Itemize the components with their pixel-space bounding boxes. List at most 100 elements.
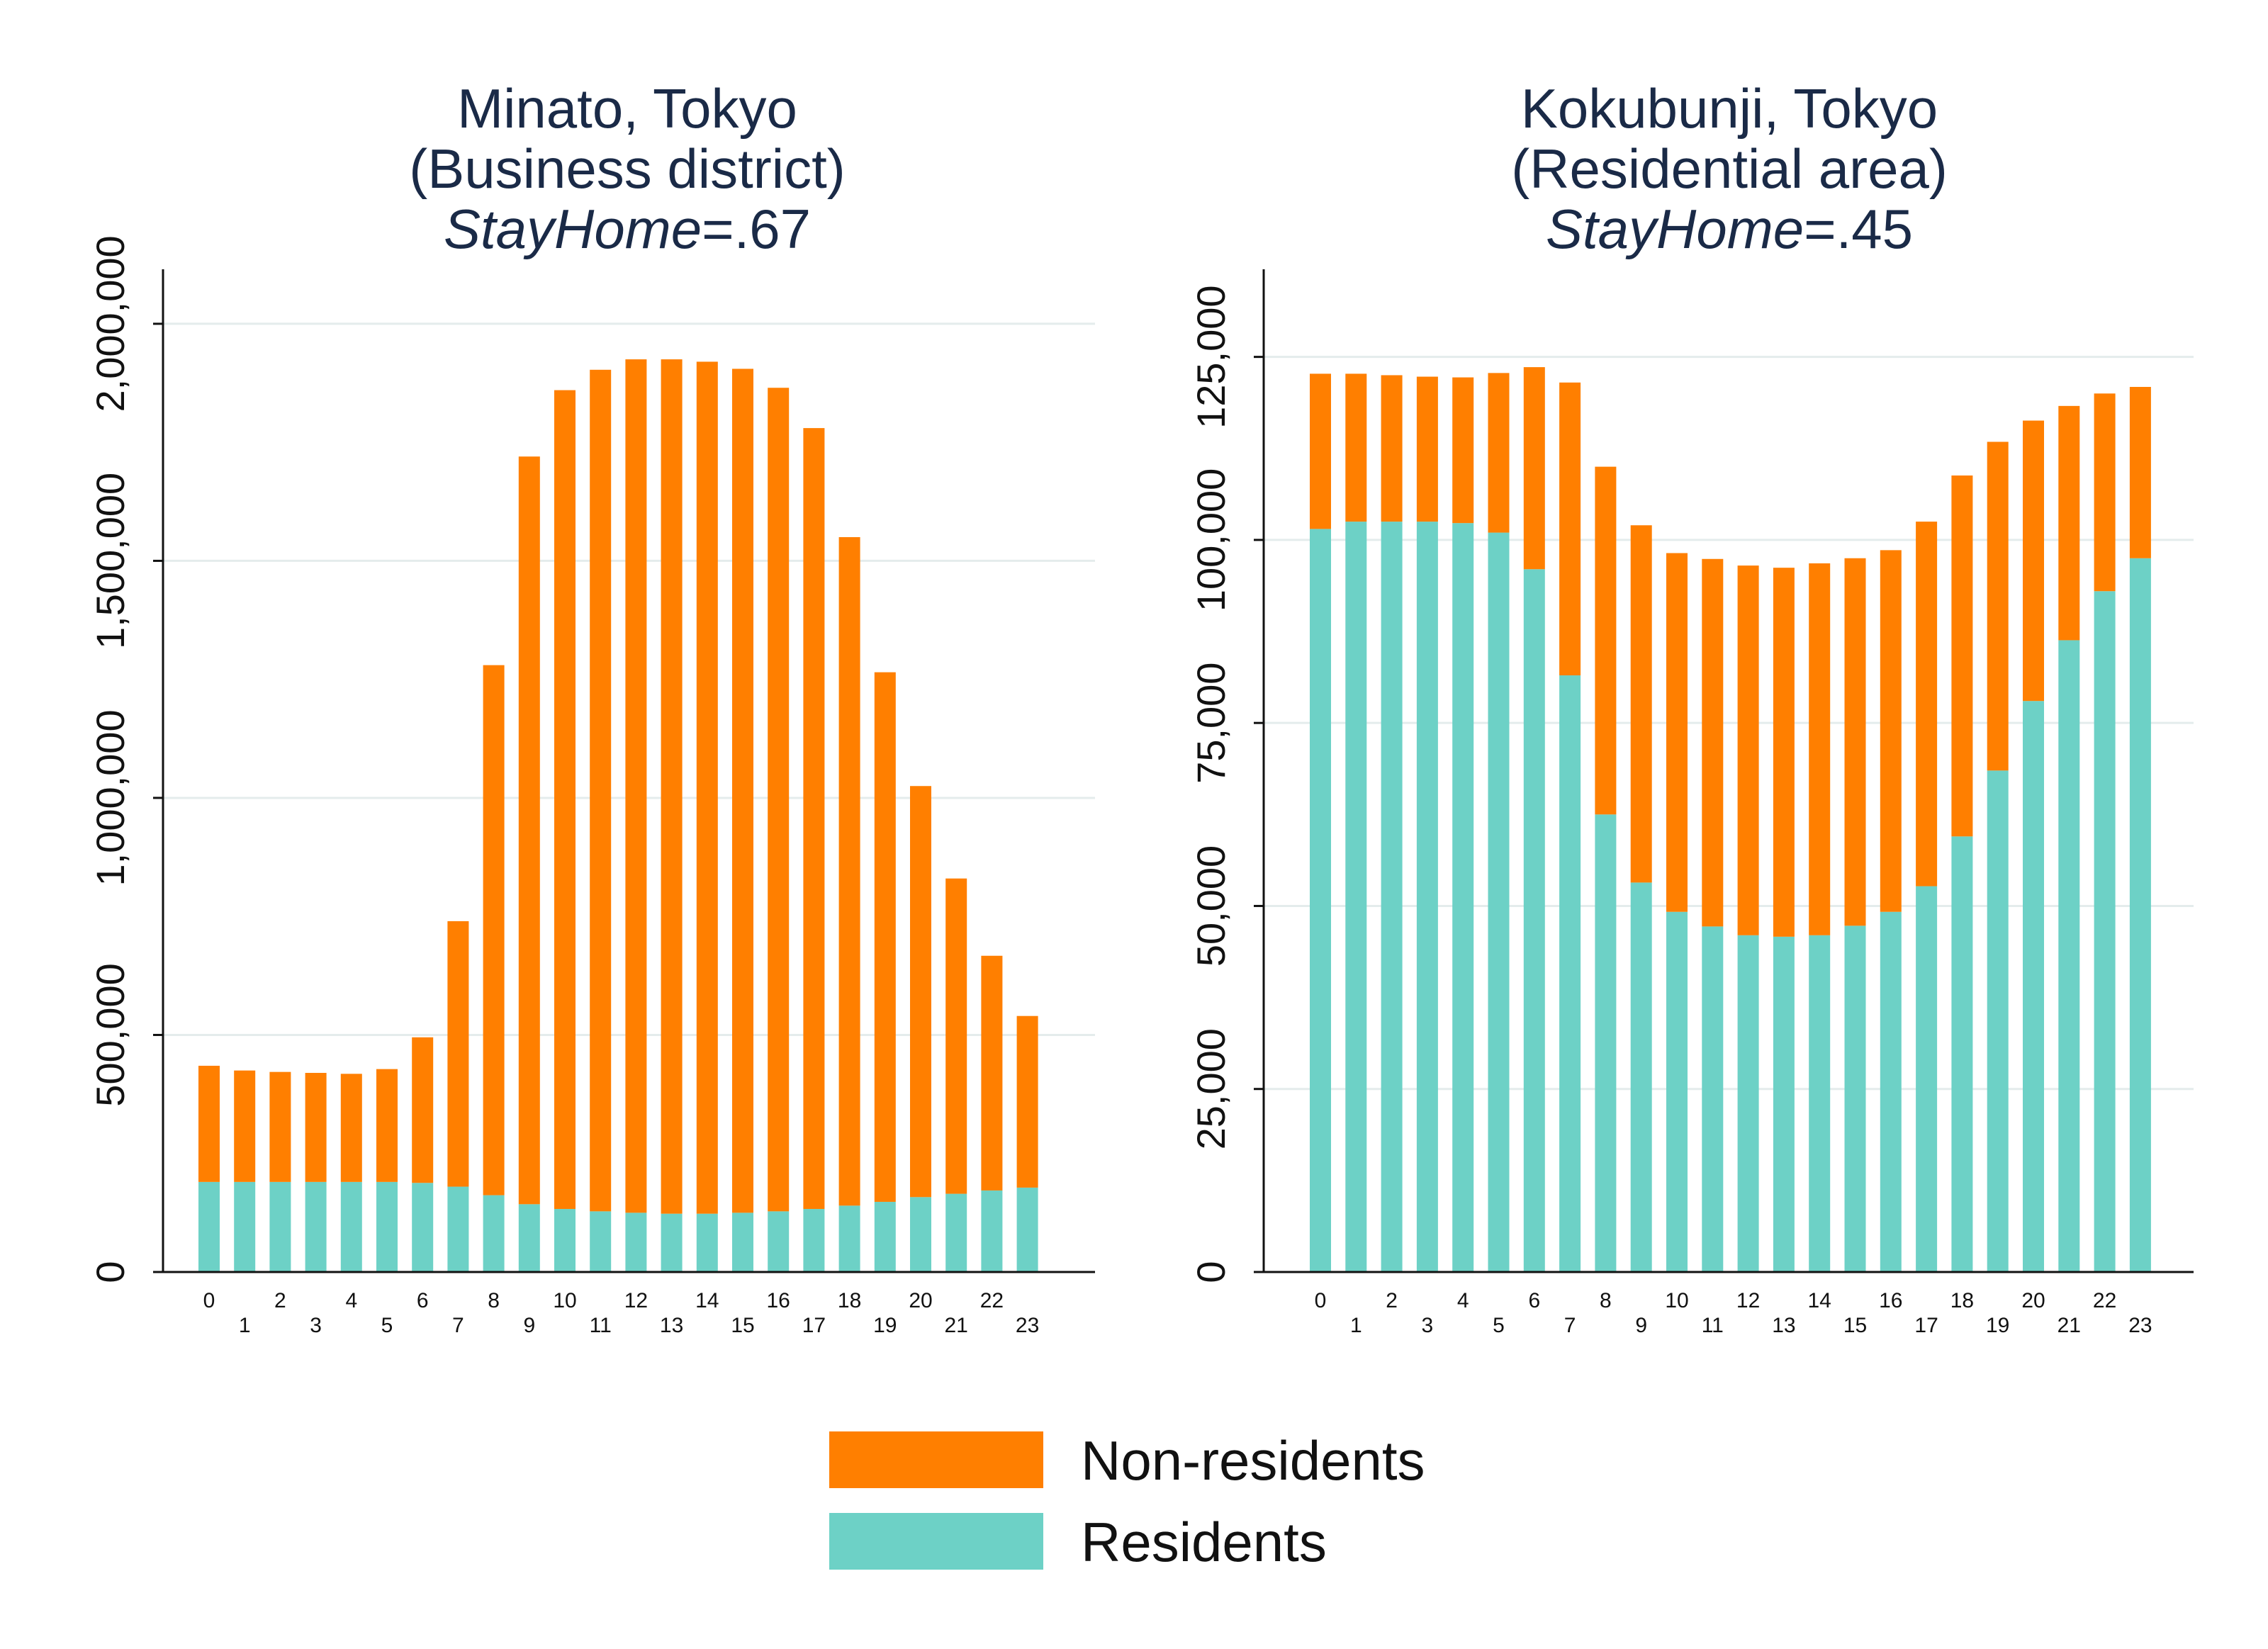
bar-nonresidents	[1844, 558, 1866, 926]
bar-residents	[803, 1209, 825, 1272]
bar-nonresidents	[1880, 550, 1902, 912]
x-tick-label: 13	[660, 1314, 683, 1337]
x-tick-label: 0	[203, 1289, 215, 1312]
chart-title-line3: StayHome=.45	[1546, 198, 1913, 260]
bar-nonresidents	[2129, 386, 2151, 558]
y-tick-labels: 0 25,000 50,000 75,000 100,000 125,000	[1189, 285, 1233, 1283]
x-tick-label: 7	[452, 1314, 464, 1337]
bar-nonresidents	[803, 428, 825, 1210]
x-tick-label: 9	[1635, 1314, 1647, 1337]
bar-nonresidents	[768, 388, 790, 1212]
bar-residents	[910, 1197, 931, 1272]
bar-nonresidents	[447, 921, 469, 1187]
bar-nonresidents	[376, 1069, 398, 1182]
x-tick-label: 12	[624, 1289, 648, 1312]
bar-residents	[483, 1195, 505, 1272]
bar-nonresidents	[874, 672, 896, 1202]
bar-nonresidents	[1666, 553, 1688, 912]
x-tick-label: 20	[2021, 1289, 2045, 1312]
x-tick-label: 3	[1422, 1314, 1434, 1337]
bar-nonresidents	[412, 1037, 434, 1183]
x-tick-label: 16	[767, 1289, 790, 1312]
bar-nonresidents	[1523, 367, 1545, 570]
bar-residents	[1737, 935, 1759, 1272]
bar-residents	[838, 1205, 860, 1272]
bar-residents	[234, 1181, 256, 1272]
x-tick-label: 12	[1736, 1289, 1760, 1312]
chart-title-italic: StayHome	[444, 198, 702, 260]
bar-residents	[1416, 522, 1438, 1273]
chart-title-line2: (Business district)	[409, 137, 845, 200]
x-tick-label: 13	[1772, 1314, 1795, 1337]
bar-residents	[590, 1211, 612, 1272]
bar-residents	[1916, 886, 1938, 1272]
x-tick-label: 17	[802, 1314, 826, 1337]
bar-nonresidents	[590, 369, 612, 1212]
x-tick-label: 9	[523, 1314, 535, 1337]
bar-nonresidents	[340, 1074, 362, 1182]
bar-nonresidents	[1559, 382, 1581, 676]
x-tick-label: 3	[310, 1314, 322, 1337]
bar-nonresidents	[1345, 373, 1367, 522]
bar-nonresidents	[1630, 525, 1652, 883]
x-tick-label: 1	[1350, 1314, 1362, 1337]
y-tick-label: 0	[88, 1261, 133, 1283]
x-tick-label: 11	[1702, 1314, 1724, 1337]
bar-nonresidents	[1452, 377, 1474, 524]
legend-swatch-residents	[829, 1513, 1043, 1570]
bar-residents	[1310, 529, 1331, 1272]
x-tick-label: 19	[1986, 1314, 2009, 1337]
y-tick-label: 50,000	[1189, 845, 1233, 967]
bar-nonresidents	[2023, 420, 2044, 702]
bar-nonresidents	[1488, 373, 1510, 533]
bar-residents	[1951, 836, 1973, 1272]
bar-nonresidents	[981, 955, 1003, 1191]
chart-minato: Minato, Tokyo (Business district) StayHo…	[88, 77, 1095, 1337]
gridlines	[1264, 356, 2194, 1091]
bar-residents	[1844, 925, 1866, 1272]
x-tick-label: 2	[1386, 1289, 1398, 1312]
bar-nonresidents	[661, 359, 683, 1214]
y-tick-label: 1,000,000	[88, 709, 133, 886]
chart-title-italic: StayHome	[1546, 198, 1804, 260]
bar-residents	[518, 1204, 540, 1272]
bar-residents	[1702, 926, 1724, 1272]
bar-residents	[1630, 882, 1652, 1272]
bar-residents	[340, 1181, 362, 1272]
x-tick-label: 11	[590, 1314, 612, 1337]
bar-residents	[1987, 770, 2009, 1272]
bar-residents	[732, 1212, 753, 1272]
x-tick-label: 19	[873, 1314, 897, 1337]
x-tick-label: 10	[553, 1289, 576, 1312]
bar-nonresidents	[1416, 376, 1438, 522]
x-tick-label: 0	[1315, 1289, 1327, 1312]
bar-nonresidents	[838, 536, 860, 1206]
bar-nonresidents	[625, 359, 647, 1213]
chart-title-line3: StayHome=.67	[444, 198, 811, 260]
bars	[1310, 367, 2151, 1273]
bar-nonresidents	[910, 786, 931, 1198]
bar-nonresidents	[1702, 558, 1724, 927]
bar-residents	[412, 1183, 434, 1272]
x-tick-label: 5	[1493, 1314, 1505, 1337]
x-tick-label: 7	[1564, 1314, 1576, 1337]
y-tick-label: 500,000	[88, 963, 133, 1106]
bar-nonresidents	[518, 456, 540, 1205]
chart-title-line1: Minato, Tokyo	[457, 77, 797, 140]
bar-nonresidents	[1809, 563, 1831, 935]
bar-nonresidents	[1310, 373, 1331, 529]
bar-nonresidents	[269, 1071, 291, 1182]
bar-residents	[1488, 532, 1510, 1273]
x-tick-label: 15	[731, 1314, 754, 1337]
bar-residents	[625, 1212, 647, 1272]
legend-swatch-nonresidents	[829, 1431, 1043, 1488]
x-tick-label: 4	[1457, 1289, 1469, 1312]
bar-residents	[376, 1181, 398, 1272]
bar-residents	[2058, 640, 2080, 1272]
bar-residents	[981, 1190, 1003, 1272]
bars	[198, 359, 1038, 1272]
axes	[1254, 269, 2194, 1273]
x-tick-label: 6	[1528, 1289, 1540, 1312]
x-tick-label: 22	[2093, 1289, 2116, 1312]
